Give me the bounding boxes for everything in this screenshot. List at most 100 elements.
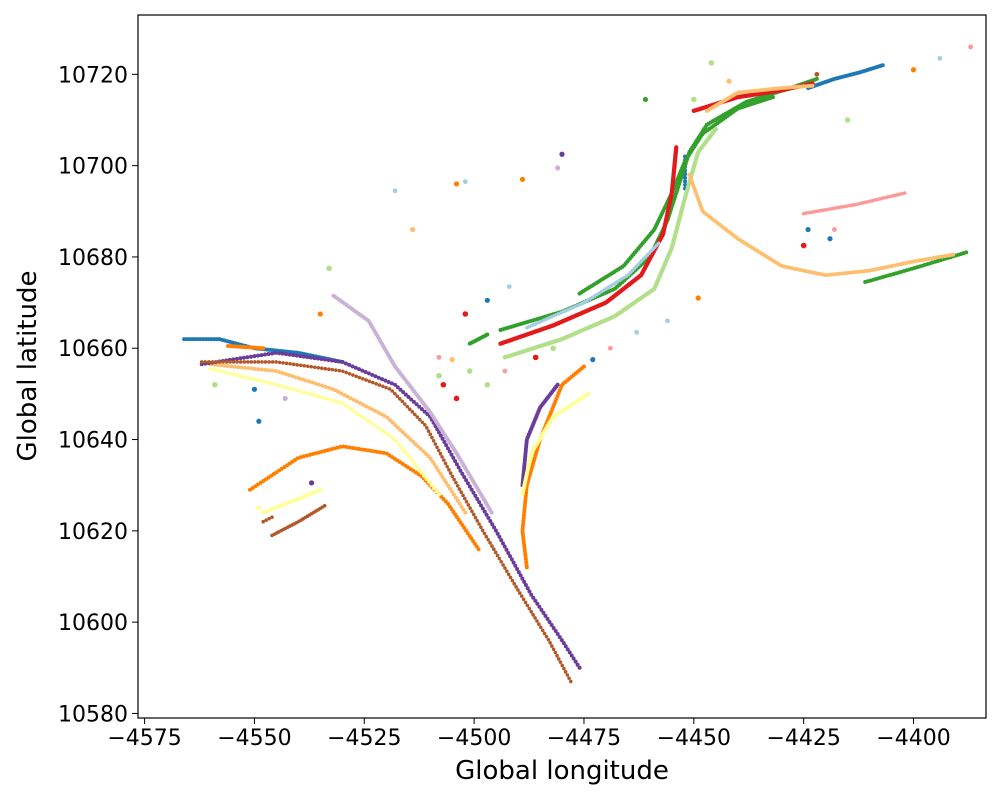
data-point xyxy=(299,389,304,394)
data-point xyxy=(910,67,917,73)
data-point xyxy=(451,455,456,460)
data-point xyxy=(274,360,278,364)
data-point xyxy=(533,598,538,603)
data-point xyxy=(393,382,398,387)
data-point xyxy=(951,252,956,257)
data-point xyxy=(565,673,570,677)
data-point xyxy=(282,395,288,402)
data-point xyxy=(265,380,270,385)
data-point xyxy=(453,181,460,187)
data-point xyxy=(290,374,295,379)
x-axis: −4575 −4550 −4525 −4500 −4475 −4450 −4425 −4400 xyxy=(107,718,951,751)
data-point xyxy=(502,544,507,549)
data-point xyxy=(968,44,974,50)
data-point xyxy=(363,370,368,375)
plot-frame xyxy=(137,14,987,719)
data-point xyxy=(569,653,574,658)
data-point xyxy=(387,387,392,391)
data-point xyxy=(443,461,448,466)
data-point xyxy=(323,366,328,371)
data-point xyxy=(520,576,525,581)
y-axis: 10580 10600 10620 10640 10660 10680 10700 10720 xyxy=(58,63,138,727)
data-point xyxy=(381,450,386,455)
data-point xyxy=(423,423,427,427)
data-point xyxy=(449,489,454,494)
data-point xyxy=(360,368,365,373)
data-point xyxy=(430,435,434,440)
data-point xyxy=(523,583,528,588)
data-point xyxy=(449,452,454,457)
data-point xyxy=(428,456,433,461)
data-point xyxy=(228,360,232,364)
data-point xyxy=(726,78,732,84)
data-point xyxy=(434,465,439,470)
data-point xyxy=(399,445,404,450)
data-point xyxy=(253,377,258,382)
data-point xyxy=(561,641,566,646)
data-point xyxy=(417,404,422,409)
data-point xyxy=(450,474,455,479)
data-point xyxy=(384,385,388,390)
data-point xyxy=(390,389,395,393)
data-point xyxy=(280,370,285,375)
data-point xyxy=(462,311,469,317)
data-point xyxy=(558,660,563,664)
data-point xyxy=(503,566,507,570)
data-point xyxy=(519,176,526,182)
data-point xyxy=(525,603,530,608)
data-point xyxy=(347,371,352,376)
data-point xyxy=(261,519,266,524)
data-point xyxy=(245,355,250,360)
data-point xyxy=(557,635,562,640)
data-point xyxy=(480,506,485,511)
y-tick-label: 10680 xyxy=(58,246,128,271)
data-point xyxy=(357,401,362,405)
data-point xyxy=(493,528,498,533)
data-point xyxy=(562,666,566,671)
data-point xyxy=(392,188,398,194)
data-point xyxy=(403,432,408,437)
data-point xyxy=(212,367,217,372)
data-point xyxy=(506,550,511,555)
data-point xyxy=(210,360,215,364)
data-point xyxy=(227,371,232,376)
data-point xyxy=(366,448,371,453)
data-point xyxy=(520,492,525,497)
data-point xyxy=(422,409,427,414)
data-point xyxy=(327,367,331,372)
data-point xyxy=(350,407,354,412)
data-point xyxy=(417,467,422,472)
data-point xyxy=(401,390,406,395)
x-tick-label: −4400 xyxy=(876,726,950,751)
data-point xyxy=(555,632,560,637)
y-axis-label: Global latitude xyxy=(13,271,43,462)
data-point xyxy=(359,414,364,419)
data-point xyxy=(343,403,348,408)
data-point xyxy=(318,487,323,492)
data-point xyxy=(320,383,325,388)
data-point xyxy=(303,378,308,383)
data-point xyxy=(442,458,446,462)
data-point xyxy=(542,631,547,636)
data-point xyxy=(288,362,292,366)
data-point xyxy=(411,399,416,404)
data-point xyxy=(317,394,322,399)
data-point xyxy=(556,657,561,661)
data-point xyxy=(501,563,505,567)
data-point xyxy=(418,447,423,452)
data-point xyxy=(351,397,356,402)
data-point xyxy=(301,354,306,359)
data-point xyxy=(442,439,447,444)
data-point xyxy=(423,451,428,456)
data-point xyxy=(468,506,472,510)
data-point xyxy=(216,368,221,373)
data-point xyxy=(308,480,315,486)
data-point xyxy=(312,356,317,361)
data-point xyxy=(451,492,456,497)
data-point xyxy=(370,372,375,377)
data-point xyxy=(343,361,348,366)
data-point xyxy=(486,515,491,520)
data-point xyxy=(445,464,450,469)
data-point xyxy=(291,353,296,358)
data-point xyxy=(310,380,315,385)
